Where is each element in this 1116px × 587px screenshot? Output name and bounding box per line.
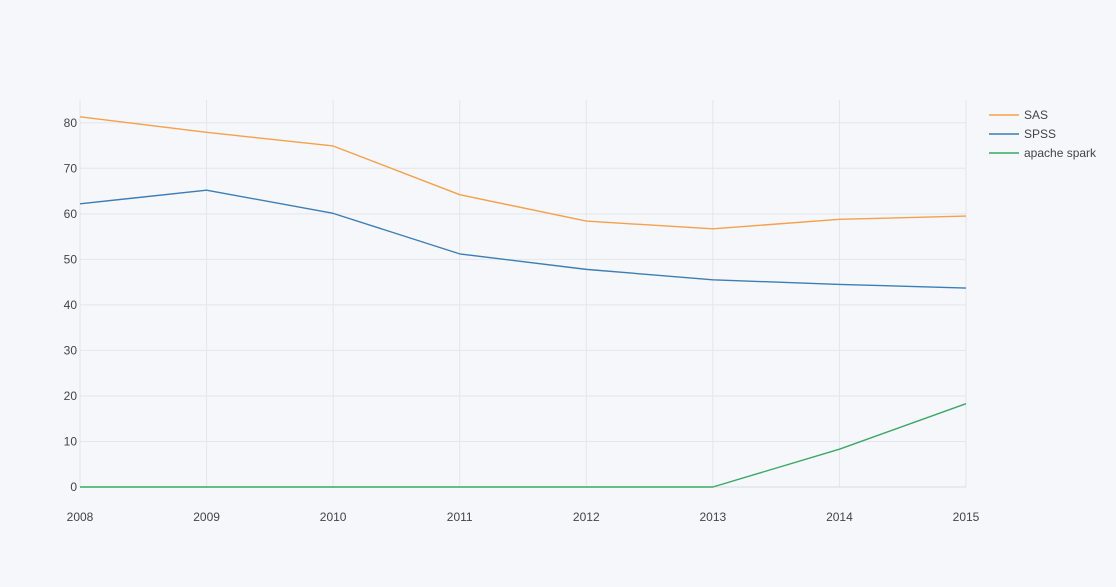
y-tick-label: 40 [64,298,78,312]
y-tick-label: 10 [64,434,78,448]
y-tick-label: 80 [64,116,78,130]
x-tick-label: 2013 [700,510,727,524]
y-tick-label: 60 [64,207,78,221]
series-line-apache-spark[interactable] [80,403,967,488]
series-line-sas[interactable] [79,116,967,230]
series-line-spss[interactable] [79,189,967,289]
x-tick-label: 2010 [320,510,347,524]
legend-label: SPSS [1024,127,1056,141]
y-tick-label: 50 [64,252,78,266]
legend-item-sas[interactable]: SAS [989,108,1048,122]
x-tick-label: 2012 [573,510,600,524]
axes: 2008 2009 2010 2011 2012 2013 2014 2015 0 10 20 30 4… [64,116,980,524]
legend-item-apache-spark[interactable]: apache spark [989,146,1097,160]
y-tick-label: 0 [70,480,77,494]
grid [79,100,967,488]
x-tick-label: 2011 [447,510,473,524]
legend-item-spss[interactable]: SPSS [989,127,1056,141]
x-tick-label: 2009 [193,510,220,524]
x-tick-label: 2014 [826,510,853,524]
x-tick-label: 2008 [67,510,94,524]
y-tick-label: 70 [64,161,78,175]
legend-label: SAS [1024,108,1048,122]
legend-label: apache spark [1024,146,1097,160]
plot-area [79,116,967,488]
y-tick-label: 30 [64,343,78,357]
y-tick-label: 20 [64,389,78,403]
legend: SAS SPSS apache spark [989,108,1097,160]
x-tick-label: 2015 [953,510,980,524]
